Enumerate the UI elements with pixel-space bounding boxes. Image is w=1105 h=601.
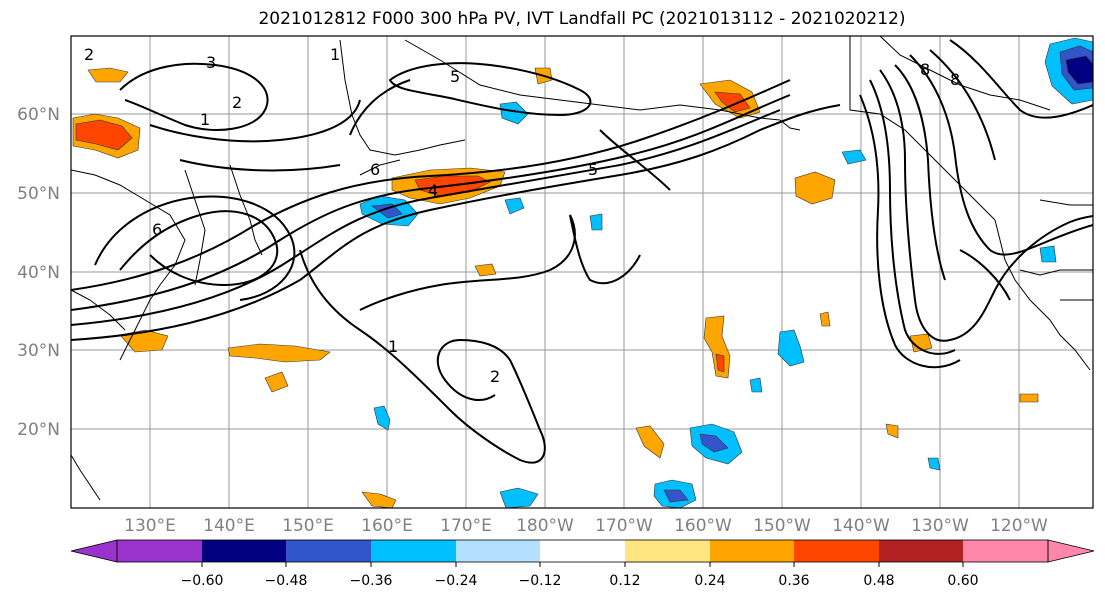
contour-label: 2 [232, 93, 242, 112]
neg-anomaly-patch [777, 329, 805, 367]
map-title: 2021012812 F000 300 hPa PV, IVT Landfall… [258, 9, 906, 29]
lat-label: 50°N [17, 184, 60, 204]
pos-anomaly-patch [794, 171, 836, 205]
neg-anomaly-patch [499, 487, 539, 508]
contour-label: 3 [206, 53, 216, 72]
pv-contours [71, 39, 1093, 464]
colorbar-tick-label: 0.24 [694, 573, 725, 589]
pos-anomaly-patch [909, 333, 933, 353]
contour-label: 2 [490, 367, 500, 386]
latitude-axis: 60°N 50°N 40°N 30°N 20°N [17, 105, 60, 440]
neg-anomaly-patch [373, 405, 391, 431]
colorbar-tick-label: −0.60 [181, 573, 224, 589]
colorbar-extend-low [70, 539, 118, 563]
pos-anomaly-core [714, 91, 751, 113]
lon-label: 140°W [832, 516, 890, 536]
lon-label: 180°W [516, 516, 574, 536]
colorbar-tick-label: −0.12 [519, 573, 562, 589]
colorbar-segment [625, 540, 710, 562]
pos-anomaly-patch [87, 67, 129, 83]
pos-anomaly-patch [819, 311, 831, 327]
pos-anomaly-patch [474, 263, 497, 277]
contour-label: 8 [920, 60, 930, 79]
pos-anomaly-patch [264, 371, 289, 393]
neg-anomaly-patch [927, 457, 941, 471]
colorbar-tick-label: −0.24 [435, 573, 478, 589]
lon-label: 170°E [440, 516, 492, 536]
neg-anomaly-patch [499, 101, 529, 125]
colorbar-tick-label: 0.12 [609, 573, 640, 589]
lon-label: 170°W [595, 516, 653, 536]
colorbar-tick-label: −0.48 [265, 573, 308, 589]
colorbar-segment [202, 540, 286, 562]
colorbar-segment [963, 540, 1048, 562]
lon-label: 150°W [753, 516, 811, 536]
contour-label: 1 [200, 110, 210, 129]
colorbar-tick-label: −0.36 [350, 573, 393, 589]
neg-anomaly-core [699, 433, 729, 453]
colorbar-segment [540, 540, 625, 562]
longitude-axis: 130°E 140°E 150°E 160°E 170°E 180°W 170°… [124, 516, 1048, 536]
pos-anomaly-patch [885, 423, 899, 439]
pos-anomaly-patch [1019, 393, 1039, 403]
lon-label: 150°E [282, 516, 334, 536]
contour-label: 4 [428, 181, 438, 200]
lon-label: 120°W [990, 516, 1048, 536]
colorbar-segment [286, 540, 371, 562]
neg-anomaly-darkest [1065, 55, 1093, 85]
lat-label: 30°N [17, 341, 60, 361]
map-frame [70, 35, 1094, 509]
lat-label: 60°N [17, 105, 60, 125]
lat-label: 20°N [17, 420, 60, 440]
contour-labels: 1 2 3 5 6 8 1 2 6 5 4 1 2 8 [84, 45, 960, 386]
neg-anomaly-core [663, 489, 689, 503]
pos-anomaly-patch [227, 343, 331, 363]
contour-label: 1 [330, 45, 340, 64]
coastlines [71, 36, 1093, 501]
lon-label: 160°E [361, 516, 413, 536]
contour-label: 6 [152, 220, 162, 239]
contour-label: 5 [450, 67, 460, 86]
colorbar-tick-label: 0.48 [863, 573, 894, 589]
colorbar-segment [117, 540, 202, 562]
pos-anomaly-patch [635, 425, 665, 459]
contour-label: 5 [588, 160, 598, 179]
neg-anomaly-patch [504, 197, 525, 215]
colorbar-tick-label: 0.36 [778, 573, 809, 589]
colorbar-tick-label: 0.60 [947, 573, 978, 589]
lon-label: 160°W [674, 516, 732, 536]
neg-anomaly-patch [749, 377, 763, 393]
lon-label: 140°E [203, 516, 255, 536]
colorbar-extend-high [1047, 539, 1095, 563]
contour-label: 6 [370, 160, 380, 179]
pos-anomaly-core [75, 119, 133, 151]
contour-label: 2 [84, 45, 94, 64]
colorbar-segment [456, 540, 540, 562]
lat-label: 40°N [17, 263, 60, 283]
colorbar-segment [879, 540, 963, 562]
pos-anomaly-core [715, 353, 725, 373]
lon-label: 130°E [124, 516, 176, 536]
lon-label: 130°W [911, 516, 969, 536]
pos-anomaly-patch [361, 491, 397, 508]
colorbar-ticks [201, 562, 964, 567]
colorbar-frame [116, 539, 1049, 563]
colorbar-segment [710, 540, 794, 562]
colorbar-segment [794, 540, 879, 562]
neg-anomaly-patch [589, 213, 603, 231]
contour-label: 1 [388, 337, 398, 356]
neg-anomaly-core [371, 203, 403, 219]
neg-anomaly-patch [1039, 245, 1057, 263]
neg-anomaly-patch [841, 149, 867, 165]
contour-label: 8 [950, 70, 960, 89]
plot-area: 1 2 3 5 6 8 1 2 6 5 4 1 2 8 [71, 36, 1093, 508]
colorbar: −0.60 −0.48 −0.36 −0.24 −0.12 0.12 0.24 … [70, 539, 1095, 589]
colorbar-segment [371, 540, 456, 562]
